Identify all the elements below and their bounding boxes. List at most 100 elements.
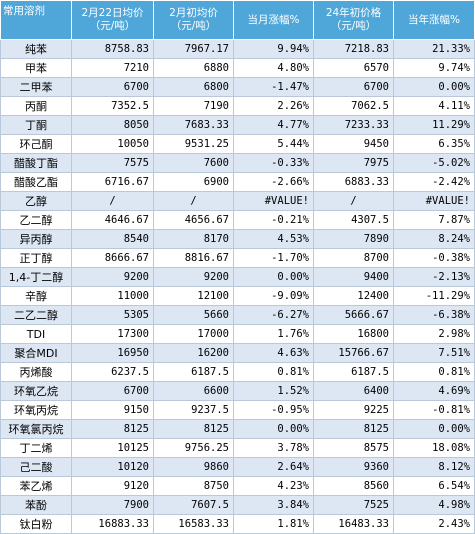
cell-price-feb22: 7210: [71, 58, 154, 78]
table-row: 丙烯酸 6237.5 6187.5 0.81% 6187.5 0.81%: [0, 362, 475, 382]
table-row: 丁酮 8050 7683.33 4.77% 7233.33 11.29%: [0, 115, 475, 135]
table-row: 苯乙烯 9120 8750 4.23% 8560 6.54%: [0, 476, 475, 496]
cell-solvent-name: 钛白粉: [0, 514, 72, 534]
cell-year-change: 6.54%: [393, 476, 475, 496]
cell-year-change: -5.02%: [393, 153, 475, 173]
cell-price-feb-start: 9756.25: [153, 438, 234, 458]
cell-price-feb22: 9150: [71, 400, 154, 420]
cell-solvent-name: 乙醇: [0, 191, 72, 211]
cell-month-change: 4.77%: [233, 115, 314, 135]
cell-year-change: 0.00%: [393, 77, 475, 97]
cell-month-change: 0.00%: [233, 267, 314, 287]
table-row: 1,4-丁二醇 9200 9200 0.00% 9400 -2.13%: [0, 267, 475, 287]
cell-solvent-name: 环氧氯丙烷: [0, 419, 72, 439]
table-row: 环氧氯丙烷 8125 8125 0.00% 8125 0.00%: [0, 419, 475, 439]
header-solvent: 常用溶剂: [0, 0, 72, 40]
cell-price-2024-start: 6187.5: [313, 362, 394, 382]
table-row: 醋酸丁酯 7575 7600 -0.33% 7975 -5.02%: [0, 153, 475, 173]
cell-month-change: 4.63%: [233, 343, 314, 363]
cell-year-change: 21.33%: [393, 39, 475, 59]
cell-solvent-name: 醋酸丁酯: [0, 153, 72, 173]
cell-price-2024-start: 8125: [313, 419, 394, 439]
cell-price-2024-start: 12400: [313, 286, 394, 306]
table-row: 二甲苯 6700 6800 -1.47% 6700 0.00%: [0, 77, 475, 97]
cell-price-feb22: 16883.33: [71, 514, 154, 534]
cell-price-2024-start: 7525: [313, 495, 394, 515]
table-row: 钛白粉 16883.33 16583.33 1.81% 16483.33 2.43%: [0, 514, 475, 534]
cell-month-change: 3.84%: [233, 495, 314, 515]
cell-price-2024-start: 6883.33: [313, 172, 394, 192]
cell-price-2024-start: 5666.67: [313, 305, 394, 325]
cell-month-change: -1.47%: [233, 77, 314, 97]
cell-price-feb22: 8540: [71, 229, 154, 249]
cell-price-feb22: 10050: [71, 134, 154, 154]
cell-price-2024-start: /: [313, 191, 394, 211]
cell-price-feb-start: 16583.33: [153, 514, 234, 534]
cell-year-change: 8.12%: [393, 457, 475, 477]
cell-price-feb-start: 5660: [153, 305, 234, 325]
cell-month-change: 5.44%: [233, 134, 314, 154]
cell-price-2024-start: 6570: [313, 58, 394, 78]
cell-price-feb22: 17300: [71, 324, 154, 344]
cell-price-feb22: 9200: [71, 267, 154, 287]
cell-year-change: 4.11%: [393, 96, 475, 116]
table-body: 纯苯 8758.83 7967.17 9.94% 7218.83 21.33% 甲苯 7210…: [0, 39, 475, 534]
table-row: 异丙醇 8540 8170 4.53% 7890 8.24%: [0, 229, 475, 249]
cell-solvent-name: 1,4-丁二醇: [0, 267, 72, 287]
cell-solvent-name: 己二酸: [0, 457, 72, 477]
cell-price-feb22: 7575: [71, 153, 154, 173]
header-month-change: 当月涨幅%: [233, 0, 314, 40]
cell-price-feb-start: 7683.33: [153, 115, 234, 135]
cell-year-change: -0.81%: [393, 400, 475, 420]
table-row: 二乙二醇 5305 5660 -6.27% 5666.67 -6.38%: [0, 305, 475, 325]
cell-price-feb-start: 9860: [153, 457, 234, 477]
cell-solvent-name: 二甲苯: [0, 77, 72, 97]
cell-price-feb-start: 16200: [153, 343, 234, 363]
cell-price-feb22: /: [71, 191, 154, 211]
cell-solvent-name: 甲苯: [0, 58, 72, 78]
cell-price-2024-start: 15766.67: [313, 343, 394, 363]
cell-price-2024-start: 7062.5: [313, 96, 394, 116]
cell-month-change: -2.66%: [233, 172, 314, 192]
table-row: 醋酸乙酯 6716.67 6900 -2.66% 6883.33 -2.42%: [0, 172, 475, 192]
cell-price-feb-start: 9531.25: [153, 134, 234, 154]
cell-month-change: 2.64%: [233, 457, 314, 477]
table-row: 苯酚 7900 7607.5 3.84% 7525 4.98%: [0, 495, 475, 515]
cell-solvent-name: 丙酮: [0, 96, 72, 116]
header-year-change: 当年涨幅%: [393, 0, 475, 40]
cell-solvent-name: 异丙醇: [0, 229, 72, 249]
cell-price-2024-start: 6400: [313, 381, 394, 401]
table-row: 环氧乙烷 6700 6600 1.52% 6400 4.69%: [0, 381, 475, 401]
cell-year-change: 2.98%: [393, 324, 475, 344]
header-price-feb-start: 2月初均价 （元/吨）: [153, 0, 234, 40]
table-header-row: 常用溶剂 2月22日均价 （元/吨） 2月初均价 （元/吨） 当月涨幅% 24年初价…: [0, 0, 475, 40]
cell-month-change: -9.09%: [233, 286, 314, 306]
table-row: 辛醇 11000 12100 -9.09% 12400 -11.29%: [0, 286, 475, 306]
cell-price-2024-start: 8575: [313, 438, 394, 458]
cell-price-2024-start: 7890: [313, 229, 394, 249]
cell-month-change: 4.80%: [233, 58, 314, 78]
cell-solvent-name: 苯酚: [0, 495, 72, 515]
cell-year-change: 2.43%: [393, 514, 475, 534]
cell-price-feb-start: 8170: [153, 229, 234, 249]
cell-year-change: 4.69%: [393, 381, 475, 401]
cell-month-change: 1.76%: [233, 324, 314, 344]
cell-price-feb-start: 7190: [153, 96, 234, 116]
cell-price-feb22: 6700: [71, 381, 154, 401]
cell-price-2024-start: 9450: [313, 134, 394, 154]
cell-price-2024-start: 9400: [313, 267, 394, 287]
table-row: 纯苯 8758.83 7967.17 9.94% 7218.83 21.33%: [0, 39, 475, 59]
cell-year-change: -6.38%: [393, 305, 475, 325]
cell-price-2024-start: 8700: [313, 248, 394, 268]
table-row: 环己酮 10050 9531.25 5.44% 9450 6.35%: [0, 134, 475, 154]
cell-price-feb-start: 9237.5: [153, 400, 234, 420]
cell-month-change: 4.53%: [233, 229, 314, 249]
cell-price-2024-start: 9225: [313, 400, 394, 420]
cell-year-change: 18.08%: [393, 438, 475, 458]
cell-price-feb22: 8125: [71, 419, 154, 439]
cell-price-2024-start: 6700: [313, 77, 394, 97]
cell-solvent-name: 聚合MDI: [0, 343, 72, 363]
table-row: 乙醇 / / #VALUE! / #VALUE!: [0, 191, 475, 211]
cell-month-change: 9.94%: [233, 39, 314, 59]
cell-month-change: 1.52%: [233, 381, 314, 401]
